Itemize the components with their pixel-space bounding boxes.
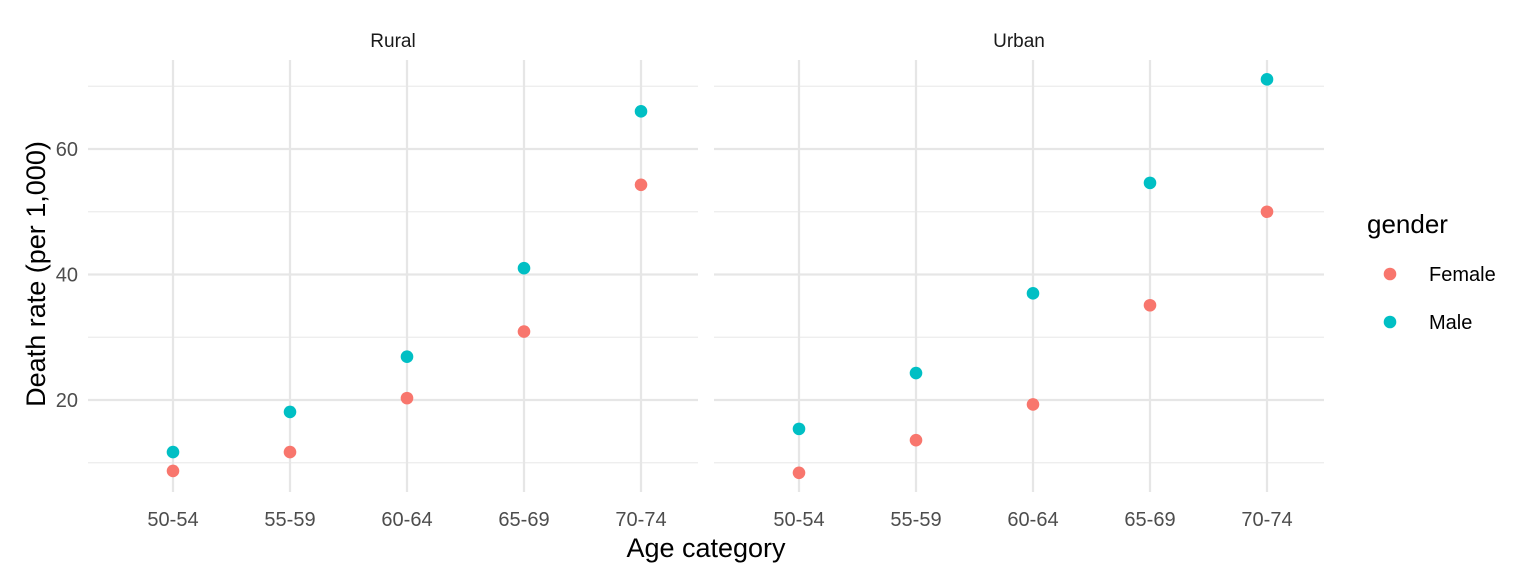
legend-label: Male [1429, 312, 1472, 334]
x-tick-label: 55-59 [264, 509, 315, 531]
legend-item-female: Female [1383, 264, 1496, 286]
legend-label: Female [1429, 264, 1496, 286]
x-tick-label: 65-69 [498, 509, 549, 531]
facet-panels: Rural 50-54 55-59 60-64 65-69 70-74 Urban 50-54… [88, 31, 1324, 531]
x-tick-label: 50-54 [147, 509, 198, 531]
y-axis-title: Death rate (per 1,000) [21, 141, 51, 407]
data-point-male [517, 261, 531, 275]
data-point-female [634, 178, 648, 192]
data-point-male [792, 422, 806, 436]
y-tick-label: 60 [56, 139, 78, 161]
legend-key [1383, 315, 1397, 329]
data-point-female [400, 391, 414, 405]
x-tick-label: 70-74 [615, 509, 666, 531]
x-tick-label: 60-64 [381, 509, 432, 531]
x-axis-title: Age category [626, 533, 786, 563]
legend: gender Female Male [1367, 209, 1496, 334]
x-tick-label: 60-64 [1007, 509, 1058, 531]
data-point-female [166, 464, 180, 478]
data-point-female [909, 433, 923, 447]
facet-label: Urban [993, 31, 1045, 52]
data-point-female [792, 466, 806, 480]
data-point-male [634, 105, 648, 118]
data-point-female [1026, 398, 1040, 411]
x-tick-label: 50-54 [773, 509, 824, 531]
data-point-male [1026, 287, 1040, 300]
legend-item-male: Male [1383, 312, 1472, 334]
y-tick-label: 20 [56, 390, 78, 412]
data-point-male [1143, 176, 1157, 190]
facet-panel-rural: Rural 50-54 55-59 60-64 65-69 70-74 [88, 31, 698, 531]
x-tick-label: 65-69 [1124, 509, 1175, 531]
data-point-male [909, 366, 923, 380]
x-tick-label: 70-74 [1241, 509, 1292, 531]
facet-label: Rural [370, 31, 415, 52]
x-tick-label: 55-59 [890, 509, 941, 531]
data-point-female [1143, 298, 1157, 312]
data-point-female [1260, 205, 1274, 219]
data-point-male [1260, 73, 1274, 86]
legend-key [1383, 267, 1397, 281]
y-tick-label: 40 [56, 265, 78, 287]
facet-panel-urban: Urban 50-54 55-59 60-64 65-69 70-74 [714, 31, 1324, 531]
data-point-female [517, 325, 531, 338]
legend-title: gender [1367, 209, 1448, 239]
data-point-male [283, 405, 297, 419]
data-point-female [283, 445, 297, 459]
y-axis: 20 40 60 [56, 139, 78, 412]
data-point-male [400, 350, 414, 364]
data-point-male [166, 445, 180, 459]
